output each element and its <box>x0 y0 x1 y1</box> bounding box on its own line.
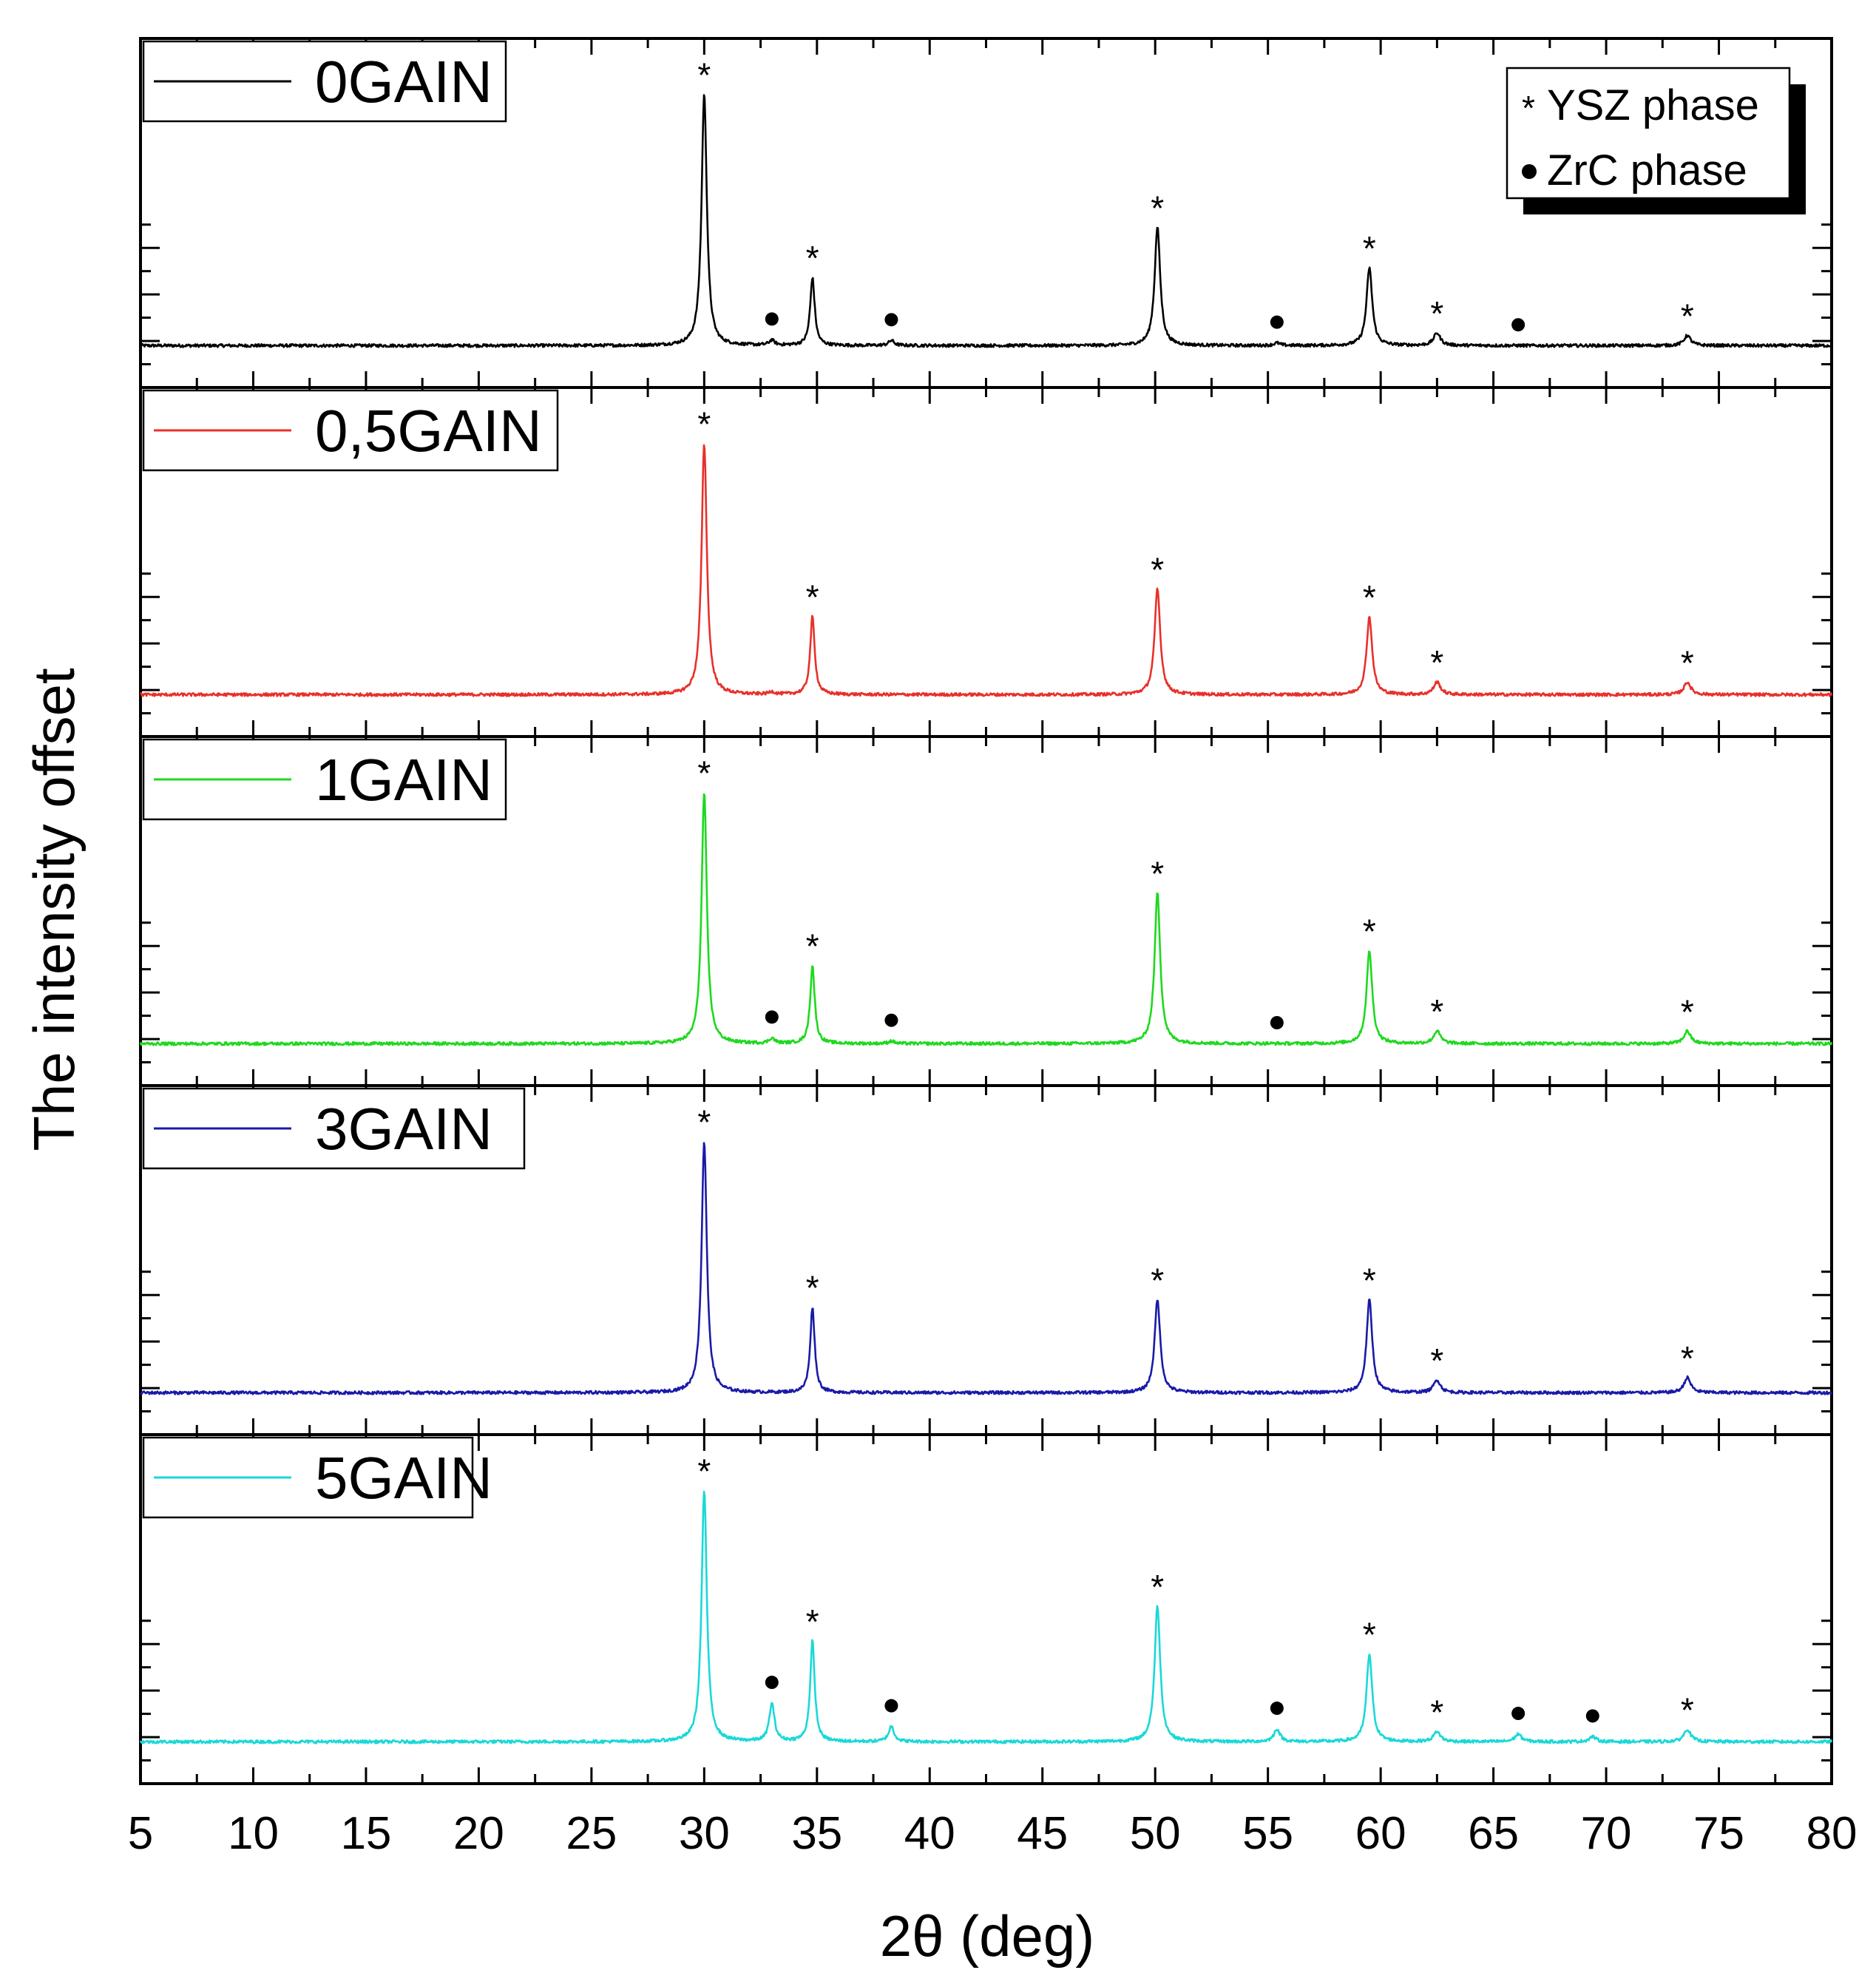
panel-5gain: * * * * * * 5GAIN <box>139 1433 1833 1785</box>
ysz-peak-marker: * <box>1151 1262 1164 1300</box>
phase-legend-zrc-label: ZrC phase <box>1547 146 1747 194</box>
x-tick-label: 10 <box>228 1808 279 1859</box>
x-axis: 5 10 15 20 25 30 35 40 45 50 55 60 65 70 75 80 <box>128 1808 1858 1859</box>
panel-0-5gain: * * * * * * 0,5GAIN <box>139 386 1833 738</box>
ysz-peak-marker: * <box>697 754 711 792</box>
pattern-line-5GAIN <box>139 1490 1833 1744</box>
ysz-peak-marker: * <box>1151 854 1164 893</box>
panel-3gain: * * * * * * 3GAIN <box>139 1084 1833 1436</box>
pattern-line-1GAIN <box>139 793 1833 1046</box>
phase-legend-box <box>1506 67 1791 200</box>
y-axis-label: The intensity offset <box>21 668 87 1151</box>
zrc-peak-marker <box>884 313 898 327</box>
x-axis-label: 2θ (deg) <box>880 1903 1095 1969</box>
zrc-peak-marker <box>884 1699 898 1713</box>
pattern-line-0,5GAIN <box>139 444 1833 697</box>
ysz-peak-marker: * <box>697 1452 711 1490</box>
x-tick-label: 70 <box>1581 1808 1632 1859</box>
phase-legend-ysz-symbol: * <box>1522 89 1535 127</box>
zrc-peak-marker <box>884 1013 898 1027</box>
phase-legend-zrc-symbol <box>1522 164 1537 179</box>
zrc-peak-marker <box>1585 1709 1599 1723</box>
x-tick-label: 80 <box>1806 1808 1858 1859</box>
zrc-peak-marker <box>1270 1702 1284 1716</box>
ysz-peak-marker: * <box>806 239 819 277</box>
ysz-peak-marker: * <box>1363 229 1376 268</box>
ysz-peak-marker: * <box>697 404 711 443</box>
ysz-peak-marker: * <box>697 1103 711 1141</box>
series-legend-label: 5GAIN <box>315 1445 492 1511</box>
ysz-peak-marker: * <box>806 1269 819 1307</box>
zrc-peak-marker <box>1511 318 1525 332</box>
x-tick-label: 45 <box>1017 1808 1068 1859</box>
series-legend-label: 0GAIN <box>315 49 492 115</box>
phase-legend-ysz-label: YSZ phase <box>1547 81 1759 129</box>
zrc-peak-marker <box>1270 315 1284 329</box>
series-legend-label: 0,5GAIN <box>315 398 542 464</box>
zrc-peak-marker <box>1270 1016 1284 1030</box>
x-tick-label: 50 <box>1130 1808 1181 1859</box>
x-tick-label: 65 <box>1468 1808 1519 1859</box>
ysz-peak-marker: * <box>1681 297 1694 336</box>
x-tick-label: 55 <box>1242 1808 1293 1859</box>
pattern-line-3GAIN <box>139 1142 1833 1395</box>
x-tick-label: 35 <box>791 1808 842 1859</box>
x-tick-label: 40 <box>904 1808 955 1859</box>
ysz-peak-marker: * <box>1363 578 1376 617</box>
ysz-peak-marker: * <box>1363 1615 1376 1653</box>
pattern-line-0GAIN <box>139 94 1832 348</box>
ysz-peak-marker: * <box>1430 643 1443 682</box>
x-tick-label: 5 <box>128 1808 153 1859</box>
ysz-peak-marker: * <box>1430 1693 1443 1731</box>
ysz-peak-marker: * <box>1363 1262 1376 1300</box>
ysz-peak-marker: * <box>1430 294 1443 333</box>
zrc-peak-marker <box>1511 1707 1525 1721</box>
ysz-peak-marker: * <box>806 927 819 966</box>
ysz-peak-marker: * <box>1430 992 1443 1031</box>
x-tick-label: 20 <box>453 1808 504 1859</box>
ysz-peak-marker: * <box>1681 1339 1694 1378</box>
panels: * * * * * * 0GAIN * YSZ phase ZrC phase * * * * * * 0,5G… <box>139 37 1833 1785</box>
ysz-peak-marker: * <box>1151 189 1164 228</box>
zrc-peak-marker <box>765 1676 779 1690</box>
ysz-peak-marker: * <box>1151 551 1164 589</box>
ysz-peak-marker: * <box>1151 1568 1164 1606</box>
ysz-peak-marker: * <box>1681 1690 1694 1729</box>
ysz-peak-marker: * <box>1430 1341 1443 1380</box>
x-tick-label: 30 <box>679 1808 730 1859</box>
zrc-peak-marker <box>765 312 779 326</box>
series-legend-label: 3GAIN <box>315 1096 492 1162</box>
x-tick-label: 25 <box>566 1808 617 1859</box>
series-legend-label: 1GAIN <box>315 747 492 813</box>
x-tick-label: 15 <box>340 1808 391 1859</box>
panel-0gain: * * * * * * 0GAIN * YSZ phase ZrC phase <box>139 37 1833 389</box>
x-tick-label: 75 <box>1693 1808 1744 1859</box>
ysz-peak-marker: * <box>1681 992 1694 1031</box>
panel-1gain: * * * * * * 1GAIN <box>139 735 1833 1087</box>
zrc-peak-marker <box>765 1010 779 1024</box>
ysz-peak-marker: * <box>697 55 711 94</box>
x-tick-label: 60 <box>1355 1808 1406 1859</box>
ysz-peak-marker: * <box>806 578 819 617</box>
ysz-peak-marker: * <box>1363 912 1376 950</box>
ysz-peak-marker: * <box>806 1602 819 1641</box>
ysz-peak-marker: * <box>1681 643 1694 682</box>
